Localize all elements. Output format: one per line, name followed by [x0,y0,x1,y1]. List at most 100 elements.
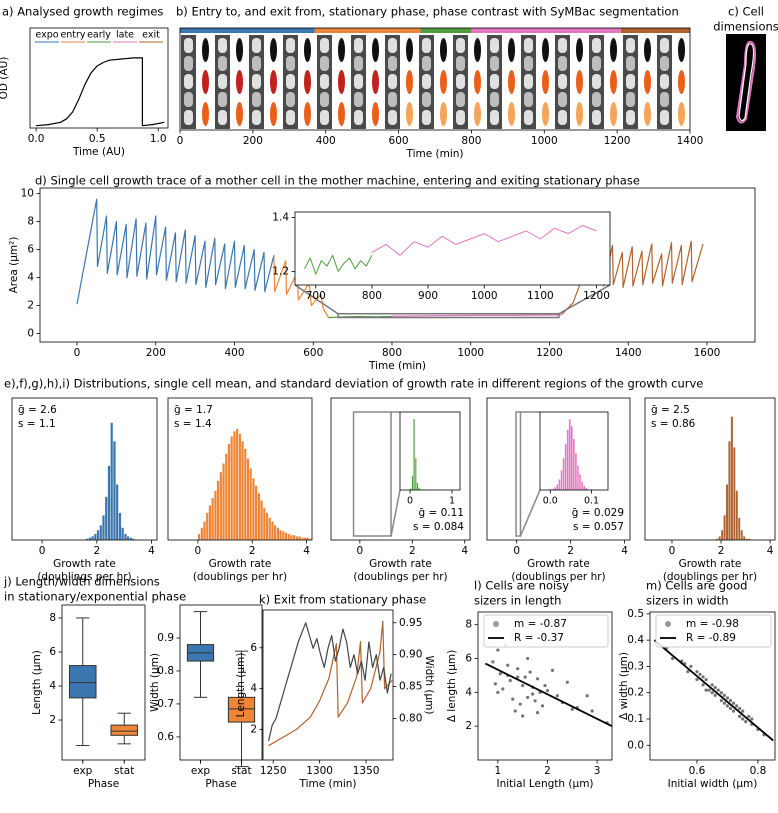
scatter-point [511,697,515,701]
cell-image [626,110,635,125]
y-tick-label: 0.7 [157,698,174,710]
legend-label: R = -0.37 [514,632,564,644]
box [227,696,256,723]
x-tick-label: 1600 [694,347,721,359]
cell-image [422,56,431,71]
scatter-point [689,664,693,669]
x-axis-label: Initial Length (μm) [496,778,593,790]
annotation: s = 0.084 [413,521,464,533]
histogram-bar [102,515,105,541]
histogram-bar [219,471,223,541]
y-tick-label: 0.4 [627,634,644,646]
scatter-point [545,689,550,693]
histogram-bar [107,465,111,541]
histogram-bar [216,480,220,541]
scatter-point [501,687,505,691]
annotation: s = 1.4 [174,418,212,430]
y-tick-label: 6 [465,653,472,665]
cell-image [286,110,295,125]
histogram-bar [730,416,734,541]
histogram-bar [96,530,100,541]
histogram-bar [110,422,114,541]
data-line [273,255,330,319]
panel-title: in stationary/exponential phase [4,590,186,604]
histogram-bar [126,536,130,541]
histogram-bar [254,485,258,541]
zoom-connector [294,284,339,315]
scatter-point [530,692,535,696]
y-tick-label: 2 [250,723,257,735]
histogram-bar [115,484,119,541]
x-tick-label: 800 [382,347,402,359]
histogram-bar [276,527,280,541]
histogram-bar [411,475,414,491]
cell-image [388,38,397,53]
x-axis-label: Time (min) [368,360,426,372]
scatter-point [540,704,545,708]
x-tick-label: 1200 [583,290,610,302]
histogram-bar [262,507,266,541]
phase-segment [471,28,621,33]
cell-image [218,56,227,71]
x-tick-label: 700 [306,290,326,302]
cell-image [592,56,601,71]
segmented-cell [202,70,209,94]
x-axis-label: (doublings per hr) [511,571,605,583]
cell-image [252,56,261,71]
x-tick-label: 4 [461,545,468,557]
scatter-point [498,672,502,676]
x-tick-label: 800 [362,290,382,302]
histogram-bar [725,484,729,541]
inset-bg [295,212,610,285]
cell-image [388,74,397,89]
histogram-bar [738,517,741,541]
histogram-bar [728,441,731,541]
histogram-bar [735,490,739,541]
data-line [268,620,393,747]
x-tick-label: 1 [495,765,502,777]
x-tick-label: 0.1 [584,496,599,507]
scatter-point [747,714,751,718]
segmented-cell [440,38,447,62]
inset-line [304,254,373,275]
cell-outline [738,43,755,122]
segmented-cell [406,70,413,94]
inset-line [371,225,597,256]
cell-image [286,38,295,53]
cell-image [456,92,465,107]
histogram-bar [271,521,274,541]
segmented-cell [304,102,311,126]
y2-axis-label: Width (μm) [423,656,435,715]
y-tick-label: 6 [250,642,257,654]
cell-outline [735,40,757,124]
y2-tick-label: 0.85 [399,681,422,693]
zoom-connector [519,489,541,537]
y-tick-label: 0.8 [157,665,174,677]
cell-image [490,74,499,89]
segmented-cell [440,70,447,94]
scatter-point [722,701,726,705]
segmented-cell [474,70,481,94]
cell-image [320,56,329,71]
axes-frame [39,187,756,343]
cell-image [558,74,567,89]
histogram-bar [416,482,419,491]
cell-image [218,110,227,125]
histogram-bar [579,474,582,491]
histogram-bar [556,484,559,491]
cell-image [558,110,567,125]
cell-image [422,110,431,125]
cell-image [456,74,465,89]
x-tick-label: 0 [513,545,520,557]
scatter-point [738,706,742,711]
axes-frame [29,27,169,129]
y-axis-label: OD (AU) [0,57,10,100]
scatter-point [565,680,569,684]
cell-image [660,38,669,53]
scatter-point [707,688,711,692]
cell-image [354,74,363,89]
scatter-point [516,675,520,679]
histogram-bar [99,525,103,541]
